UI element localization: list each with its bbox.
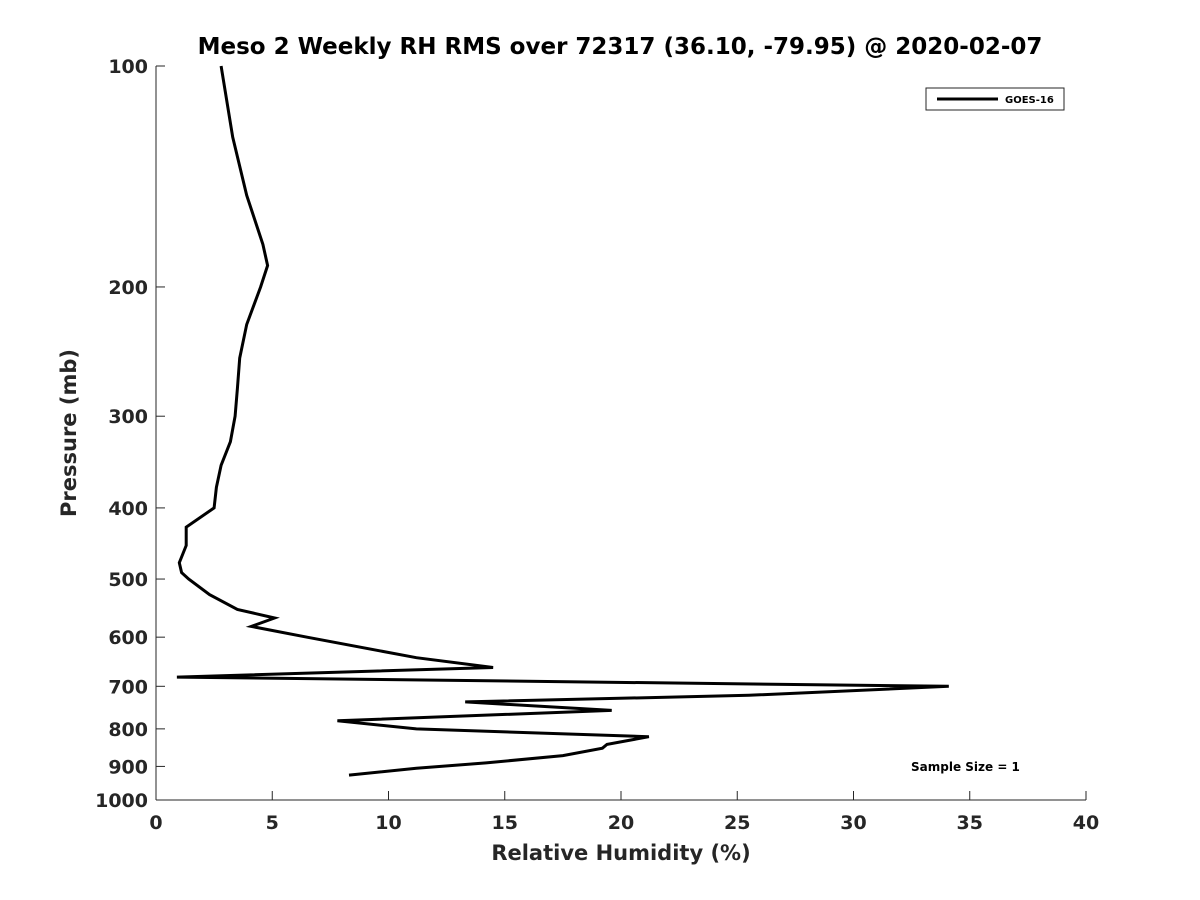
series-line-goes-16: [176, 65, 949, 777]
legend-entry-goes-16: GOES-16: [1005, 95, 1054, 106]
y-tick-label: 900: [108, 756, 148, 778]
x-tick-label: 10: [375, 812, 401, 834]
x-tick-label: 25: [724, 812, 750, 834]
x-tick-label: 35: [957, 812, 983, 834]
x-tick-label: 15: [492, 812, 518, 834]
y-tick-label: 400: [108, 498, 148, 520]
y-tick-label: 500: [108, 569, 148, 591]
y-tick-label: 100: [108, 56, 148, 78]
legend: GOES-16: [925, 87, 1065, 111]
y-tick-label: 1000: [95, 790, 148, 812]
chart-title: Meso 2 Weekly RH RMS over 72317 (36.10, …: [198, 34, 1043, 60]
x-ticks: 0 5 10 15 20 25 30 35 40: [149, 791, 1099, 834]
y-ticks: 100 200 300 400 500 600 700 800 900 1000: [95, 56, 165, 812]
x-axis-label: Relative Humidity (%): [491, 841, 750, 865]
x-tick-label: 0: [149, 812, 162, 834]
y-tick-label: 800: [108, 719, 148, 741]
y-axis-label: Pressure (mb): [57, 349, 81, 517]
y-tick-label: 700: [108, 676, 148, 698]
x-tick-label: 5: [266, 812, 279, 834]
y-tick-label: 200: [108, 277, 148, 299]
x-tick-label: 30: [840, 812, 866, 834]
x-tick-label: 20: [608, 812, 634, 834]
x-tick-label: 40: [1073, 812, 1099, 834]
y-tick-label: 300: [108, 406, 148, 428]
y-tick-label: 600: [108, 627, 148, 649]
sample-size-annotation: Sample Size = 1: [911, 760, 1020, 774]
plot-area: [155, 66, 1086, 801]
